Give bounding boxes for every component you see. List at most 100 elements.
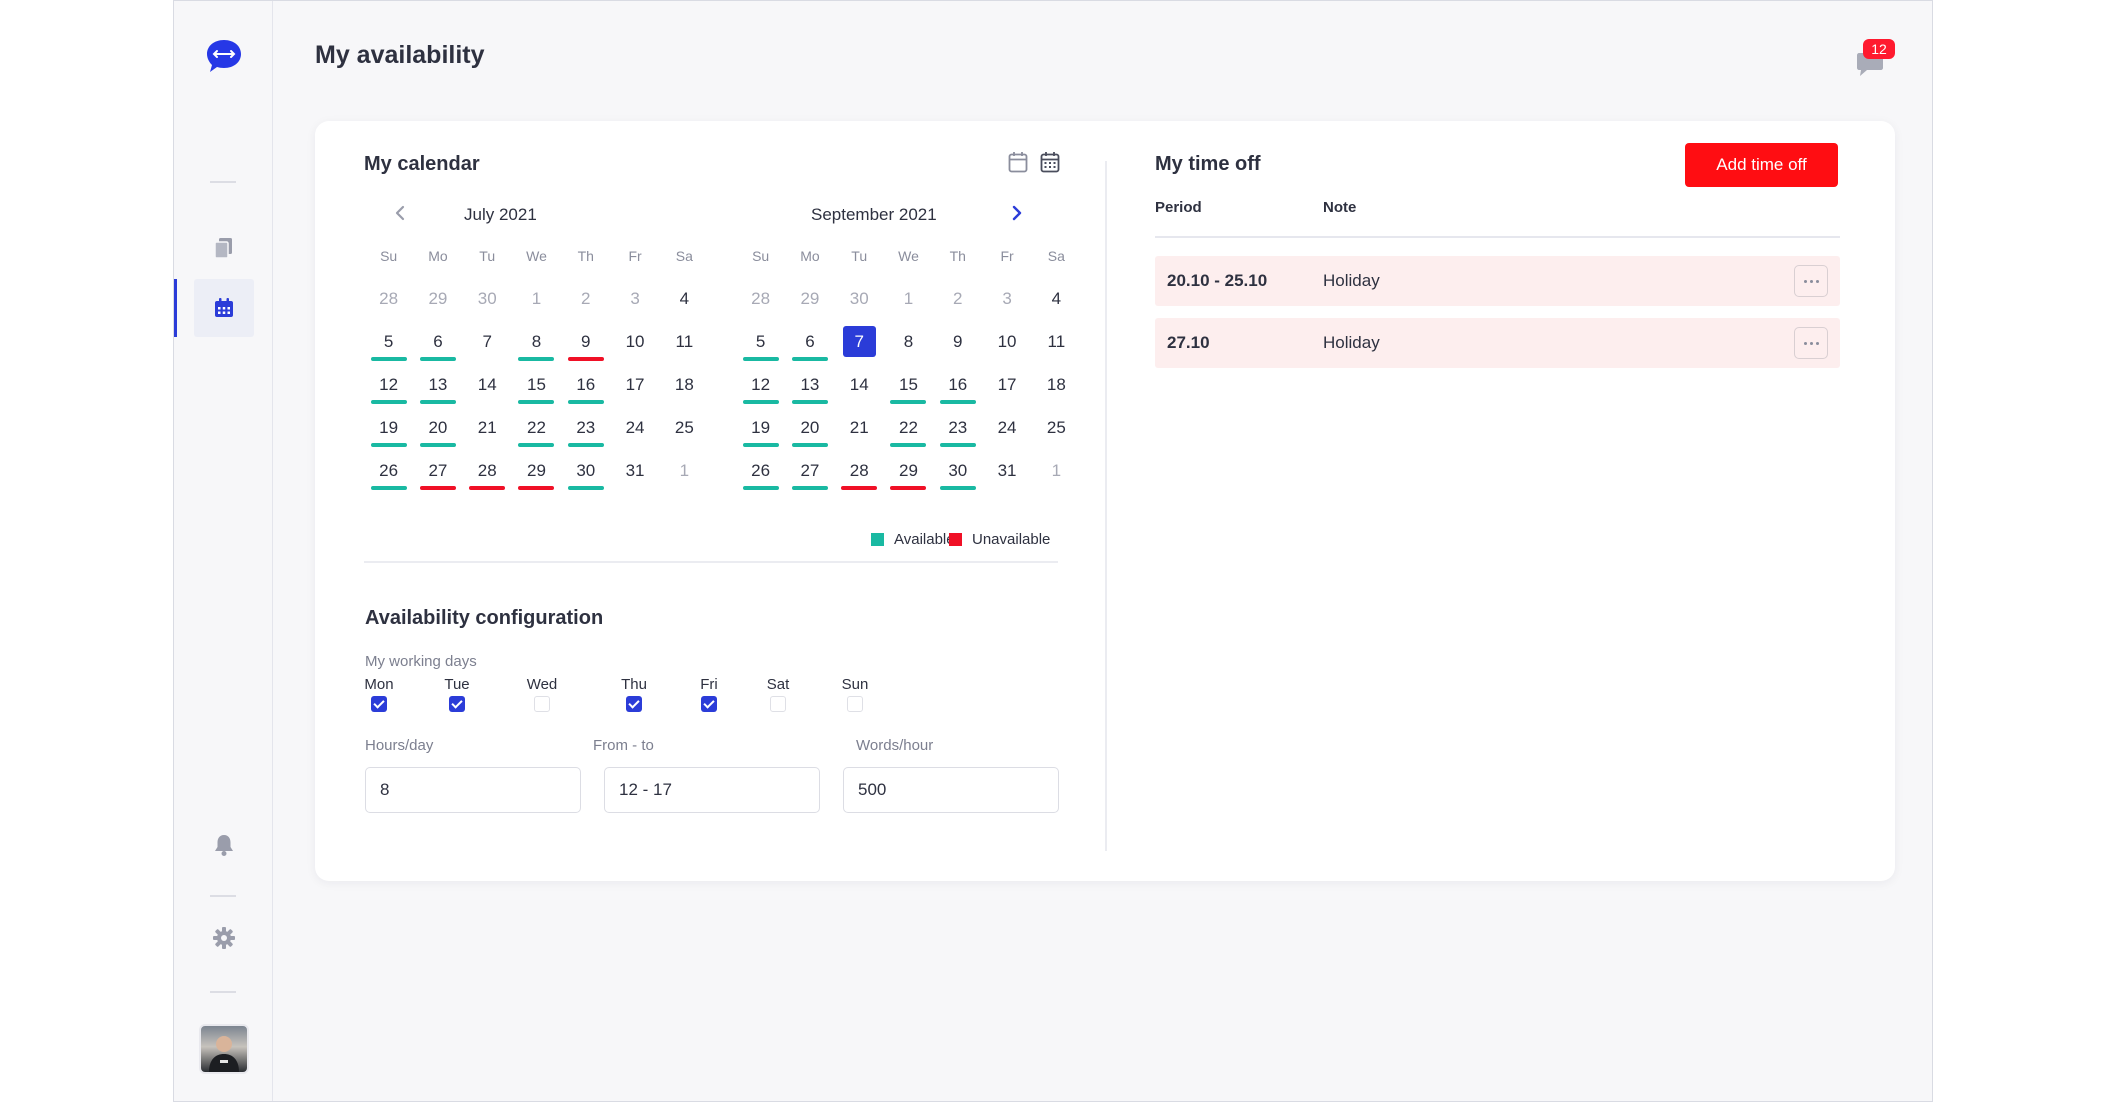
working-day-checkbox-sun[interactable] [847,696,863,712]
calendar-day[interactable]: 28 [463,449,512,492]
calendar-day[interactable]: 31 [610,449,659,492]
next-month-button[interactable] [1005,201,1029,225]
time-off-note: Holiday [1323,333,1380,352]
more-dot [1803,279,1807,283]
working-day-checkbox-fri[interactable] [701,696,717,712]
calendar-day[interactable]: 26 [736,449,785,492]
calendar-day[interactable]: 11 [660,320,709,363]
calendar-day-number: 26 [751,461,771,480]
calendar-day[interactable]: 10 [610,320,659,363]
calendar-day[interactable]: 15 [884,363,933,406]
calendar-day[interactable]: 12 [364,363,413,406]
calendar-day[interactable]: 6 [785,320,834,363]
calendar-day[interactable]: 22 [512,406,561,449]
calendar-day[interactable]: 21 [835,406,884,449]
sidebar-item-documents[interactable] [174,219,273,277]
calendar-day[interactable]: 30 [835,277,884,320]
calendar-day[interactable]: 9 [561,320,610,363]
words-per-hour-input[interactable]: 500 [843,767,1059,813]
calendar-grid-icon[interactable] [1040,151,1060,173]
sidebar-item-settings[interactable] [174,909,273,967]
sidebar-item-calendar[interactable] [194,279,254,337]
sidebar-item-notifications[interactable] [174,816,273,874]
calendar-day[interactable]: 28 [835,449,884,492]
calendar-day[interactable]: 22 [884,406,933,449]
calendar-day[interactable]: 23 [933,406,982,449]
calendar-day[interactable]: 8 [512,320,561,363]
calendar-day[interactable]: 9 [933,320,982,363]
calendar-day[interactable]: 20 [785,406,834,449]
calendar-day[interactable]: 11 [1032,320,1081,363]
calendar-day[interactable]: 10 [982,320,1031,363]
calendar-day[interactable]: 23 [561,406,610,449]
time-off-row[interactable]: 27.10 Holiday [1155,318,1840,368]
calendar-day-selected[interactable]: 7 [835,320,884,363]
calendar-day[interactable]: 29 [512,449,561,492]
calendar-day[interactable]: 26 [364,449,413,492]
calendar-day[interactable]: 31 [982,449,1031,492]
calendar-day[interactable]: 15 [512,363,561,406]
calendar-day[interactable]: 14 [835,363,884,406]
calendar-day[interactable]: 30 [933,449,982,492]
avatar[interactable] [199,1024,249,1074]
calendar-day[interactable]: 29 [413,277,462,320]
calendar-day[interactable]: 25 [660,406,709,449]
calendar-day[interactable]: 19 [364,406,413,449]
calendar-day[interactable]: 5 [736,320,785,363]
calendar-day[interactable]: 13 [785,363,834,406]
calendar-day[interactable]: 29 [884,449,933,492]
calendar-day[interactable]: 28 [364,277,413,320]
calendar-day[interactable]: 18 [660,363,709,406]
more-options-button[interactable] [1794,327,1828,359]
calendar-day[interactable]: 7 [463,320,512,363]
calendar-day[interactable]: 16 [561,363,610,406]
working-day-checkbox-mon[interactable] [371,696,387,712]
calendar-day[interactable]: 1 [512,277,561,320]
prev-month-button[interactable] [388,201,412,225]
calendar-day[interactable]: 24 [610,406,659,449]
calendar-day[interactable]: 5 [364,320,413,363]
calendar-day[interactable]: 3 [982,277,1031,320]
working-day-checkbox-tue[interactable] [449,696,465,712]
calendar-day[interactable]: 4 [660,277,709,320]
calendar-day[interactable]: 8 [884,320,933,363]
calendar-day[interactable]: 1 [660,449,709,492]
calendar-day[interactable]: 28 [736,277,785,320]
working-day-checkbox-sat[interactable] [770,696,786,712]
calendar-day[interactable]: 2 [933,277,982,320]
calendar-day[interactable]: 27 [413,449,462,492]
calendar-day[interactable]: 16 [933,363,982,406]
working-day-checkbox-wed[interactable] [534,696,550,712]
more-options-button[interactable] [1794,265,1828,297]
time-off-row[interactable]: 20.10 - 25.10 Holiday [1155,256,1840,306]
calendar-day[interactable]: 19 [736,406,785,449]
calendar-day[interactable]: 25 [1032,406,1081,449]
calendar-day[interactable]: 29 [785,277,834,320]
working-day-checkbox-thu[interactable] [626,696,642,712]
calendar-day[interactable]: 14 [463,363,512,406]
calendar-day[interactable]: 30 [463,277,512,320]
calendar-day[interactable]: 20 [413,406,462,449]
calendar-day[interactable]: 17 [982,363,1031,406]
calendar-day[interactable]: 6 [413,320,462,363]
calendar-day[interactable]: 27 [785,449,834,492]
calendar-month-icon[interactable] [1008,151,1028,173]
hours-per-day-input[interactable]: 8 [365,767,581,813]
calendar-day[interactable]: 24 [982,406,1031,449]
legend-available-swatch [871,533,884,546]
calendar-day[interactable]: 4 [1032,277,1081,320]
calendar-day[interactable]: 30 [561,449,610,492]
calendar-day[interactable]: 1 [1032,449,1081,492]
chat-logo-icon[interactable] [204,36,244,76]
calendar-day[interactable]: 3 [610,277,659,320]
calendar-day[interactable]: 12 [736,363,785,406]
calendar-day[interactable]: 1 [884,277,933,320]
calendar-day[interactable]: 18 [1032,363,1081,406]
add-time-off-button[interactable]: Add time off [1685,143,1838,187]
calendar-day[interactable]: 21 [463,406,512,449]
calendar-day[interactable]: 13 [413,363,462,406]
calendar-day[interactable]: 2 [561,277,610,320]
calendar-day[interactable]: 17 [610,363,659,406]
from-to-input[interactable]: 12 - 17 [604,767,820,813]
calendar-day-number: 5 [383,332,394,351]
